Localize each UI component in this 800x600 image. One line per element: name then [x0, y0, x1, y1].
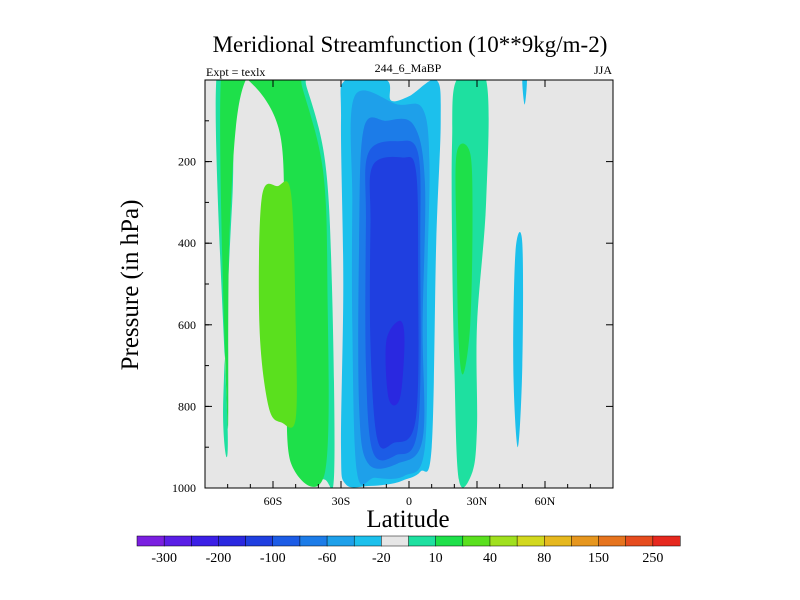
colorbar-box [544, 535, 572, 547]
colorbar-box [326, 535, 355, 547]
contour-sh-positive-core [220, 80, 329, 487]
colorbar-label: 40 [483, 551, 497, 566]
contour-fields [215, 80, 527, 488]
colorbar-box [163, 535, 192, 547]
contour-equatorial-negative-core [385, 320, 405, 406]
colorbar-label: 80 [537, 551, 551, 566]
x-tick-label: 0 [406, 494, 412, 508]
contour-nh-positive-core [455, 143, 473, 375]
colorbar-box [598, 535, 627, 547]
colorbar-label: -300 [151, 551, 177, 566]
colorbar-label: 250 [642, 551, 663, 566]
y-tick-label: 800 [178, 399, 196, 413]
colorbar-box [625, 535, 654, 547]
x-tick-label: 60S [264, 494, 283, 508]
colorbar-box [381, 535, 410, 547]
colorbar-box [516, 535, 545, 547]
colorbar-box [408, 535, 437, 547]
contour-nh-weak-negative-band [513, 231, 524, 448]
y-tick-label: 200 [178, 155, 196, 169]
colorbar-label: -20 [372, 551, 391, 566]
y-tick-label: 1000 [172, 481, 196, 495]
x-tick-label: 30N [467, 494, 488, 508]
colorbar-box [299, 535, 328, 547]
x-axis: 60S 30S 0 30N 60N [227, 80, 591, 508]
colorbar-label: 10 [429, 551, 443, 566]
y-tick-label: 600 [178, 318, 196, 332]
colorbar-label: 150 [588, 551, 609, 566]
contour-nh-weak-negative-thin [522, 80, 527, 105]
colorbar-label: -60 [318, 551, 337, 566]
period-label: 244_6_MaBP [375, 61, 442, 75]
chart-title: Meridional Streamfunction (10**9kg/m-2) [213, 32, 608, 57]
colorbar-box [353, 535, 382, 547]
colorbar-label: -100 [260, 551, 286, 566]
x-axis-label: Latitude [366, 506, 449, 533]
colorbar-box [191, 535, 220, 547]
x-tick-label: 30S [332, 494, 351, 508]
colorbar-box [652, 535, 681, 547]
colorbar-box [272, 535, 301, 547]
colorbar: -300 -200 -100 -60 -20 10 40 80 150 250 [136, 535, 681, 566]
experiment-label: Expt = texlx [206, 65, 265, 79]
colorbar-box [462, 535, 491, 547]
colorbar-box [571, 535, 600, 547]
colorbar-label: -200 [206, 551, 232, 566]
colorbar-box [489, 535, 518, 547]
colorbar-box [245, 535, 274, 547]
y-axis-label: Pressure (in hPa) [117, 200, 144, 371]
y-axis: 200 400 600 800 1000 [172, 120, 613, 495]
contour-equatorial-negative-5 [369, 156, 419, 449]
colorbar-box [136, 535, 165, 547]
x-tick-label: 60N [535, 494, 556, 508]
colorbar-box [218, 535, 247, 547]
season-label: JJA [594, 63, 612, 77]
y-tick-label: 400 [178, 236, 196, 250]
colorbar-box [435, 535, 464, 547]
contour-sh-positive-max [258, 181, 297, 428]
